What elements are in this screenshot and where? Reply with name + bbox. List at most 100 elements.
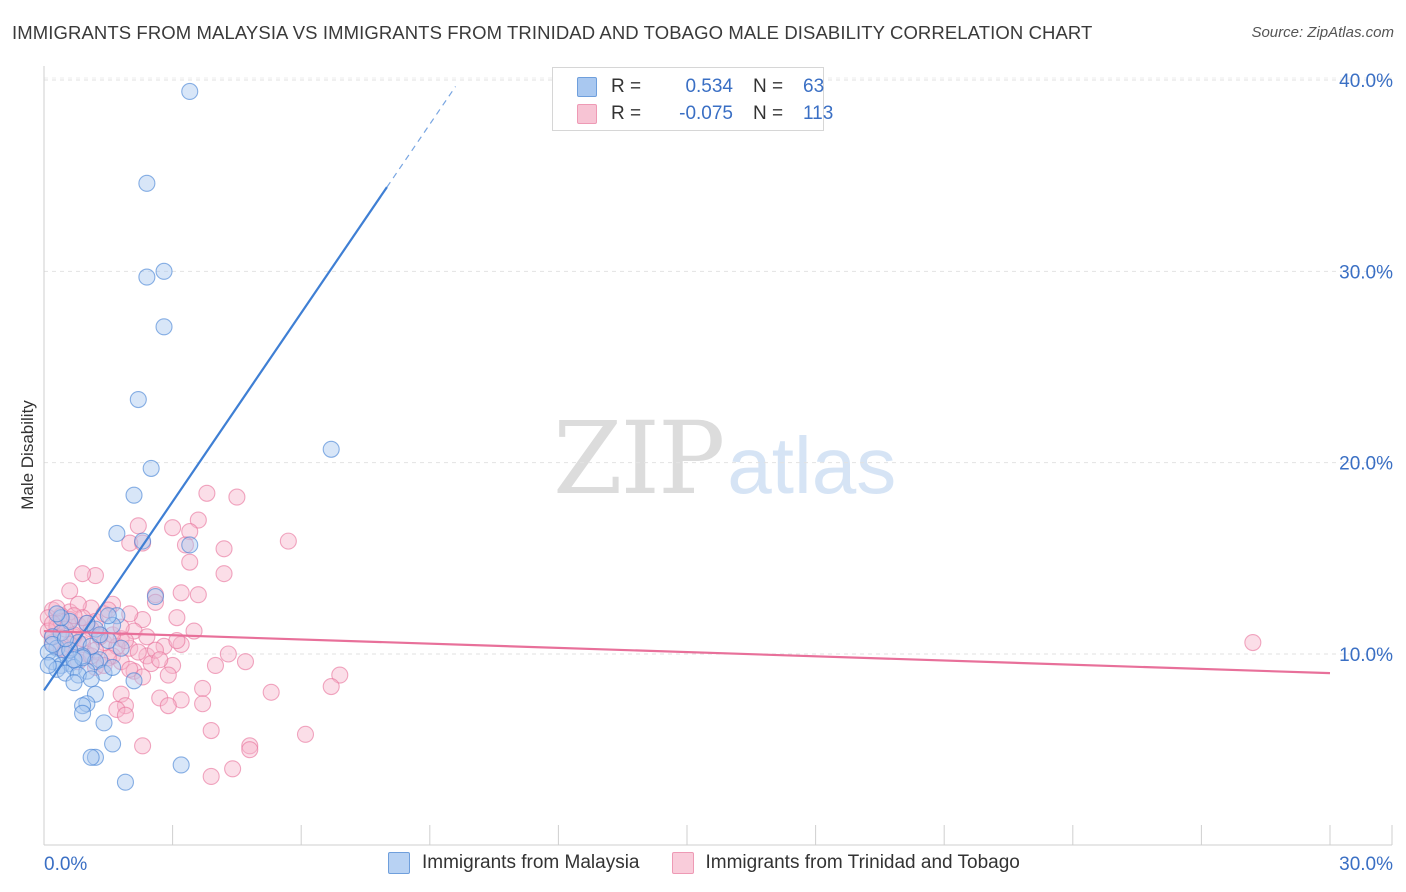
trinidad-point: [198, 484, 216, 502]
malaysia-point: [322, 440, 340, 458]
malaysia-point: [181, 82, 199, 101]
trinidad-point: [146, 641, 165, 659]
trinidad-point: [172, 584, 190, 602]
legend-r-value: -0.075: [679, 103, 733, 124]
trinidad-point: [202, 721, 220, 740]
malaysia-point: [86, 653, 104, 671]
watermark-atlas: atlas: [727, 421, 897, 510]
malaysia-point: [74, 704, 92, 722]
trinidad-point: [224, 760, 242, 778]
malaysia-point: [142, 459, 160, 477]
legend-n-label: N =: [753, 103, 784, 124]
malaysia-trend-line: [43, 186, 388, 691]
trinidad-point: [168, 609, 186, 627]
trinidad-point: [134, 737, 152, 755]
malaysia-point: [104, 735, 122, 753]
y-tick-label: 30.0%: [1339, 262, 1393, 283]
trinidad-point: [86, 567, 104, 585]
legend-item-trinidad[interactable]: Immigrants from Trinidad and Tobago: [671, 852, 1020, 874]
malaysia-point: [61, 612, 79, 631]
trinidad-point: [219, 645, 237, 663]
trinidad-point: [164, 519, 182, 537]
trinidad-point: [279, 532, 297, 550]
legend-swatch-trinidad: [577, 104, 597, 124]
trinidad-point: [176, 536, 195, 554]
malaysia-point: [172, 756, 190, 774]
y-tick-label: 40.0%: [1339, 71, 1393, 92]
legend-r-label: R =: [611, 103, 642, 124]
malaysia-point: [108, 607, 126, 625]
legend-r-label: R =: [611, 76, 642, 97]
malaysia-point: [86, 685, 104, 703]
trinidad-point: [159, 666, 177, 684]
legend-swatch-malaysia: [577, 77, 597, 97]
trinidad-point: [159, 697, 177, 715]
trinidad-point: [322, 677, 340, 696]
trinidad-point: [241, 737, 259, 755]
malaysia-point: [65, 674, 83, 692]
malaysia-point: [138, 268, 156, 286]
trinidad-point: [296, 725, 315, 743]
trinidad-point: [202, 767, 220, 786]
malaysia-point: [146, 588, 165, 606]
malaysia-point: [82, 748, 100, 766]
trinidad-point: [1244, 633, 1262, 652]
trinidad-point: [194, 679, 212, 697]
legend-n-value: 113: [803, 103, 834, 124]
malaysia-point: [116, 773, 134, 791]
x-tick-label: 0.0%: [44, 854, 87, 875]
malaysia-point: [155, 262, 173, 280]
legend-n-value: 63: [803, 76, 825, 97]
trinidad-point: [129, 643, 147, 661]
trinidad-point: [228, 488, 246, 506]
malaysia-point: [91, 626, 109, 644]
trinidad-point: [206, 656, 225, 675]
legend-label-malaysia: Immigrants from Malaysia: [422, 852, 640, 873]
legend-label-trinidad: Immigrants from Trinidad and Tobago: [705, 852, 1020, 873]
legend-swatch-malaysia: [388, 852, 410, 874]
trinidad-point: [138, 628, 156, 646]
trinidad-point: [74, 565, 92, 583]
malaysia-point: [108, 524, 126, 543]
legend-n-label: N =: [753, 76, 784, 97]
watermark-zip: ZIP: [553, 400, 725, 517]
malaysia-point: [125, 486, 143, 504]
trinidad-point: [116, 706, 134, 724]
malaysia-point: [112, 639, 130, 657]
x-tick-label: 30.0%: [1339, 854, 1393, 875]
source-label: Source: ZipAtlas.com: [1251, 24, 1394, 41]
trinidad-point: [151, 651, 169, 669]
malaysia-point: [138, 174, 156, 192]
trinidad-point: [181, 553, 199, 571]
trinidad-point: [116, 697, 134, 715]
malaysia-point: [104, 658, 122, 676]
trinidad-point: [189, 511, 207, 529]
malaysia-point: [155, 318, 173, 336]
malaysia-point: [134, 532, 152, 550]
legend-row-malaysia: R = 0.534 N = 63: [577, 76, 824, 98]
trinidad-point: [121, 534, 139, 552]
trinidad-trend-line: [43, 629, 1331, 675]
malaysia-point: [48, 605, 66, 623]
malaysia-point: [39, 656, 57, 675]
trinidad-point: [142, 655, 160, 673]
legend-r-value: 0.534: [685, 76, 733, 97]
chart-title: IMMIGRANTS FROM MALAYSIA VS IMMIGRANTS F…: [12, 22, 1093, 43]
trinidad-point: [189, 586, 207, 604]
malaysia-point: [99, 607, 117, 625]
trinidad-point: [236, 653, 255, 671]
stats-legend: R = 0.534 N = 63 R = -0.075 N = 113: [552, 67, 833, 131]
legend-item-malaysia[interactable]: Immigrants from Malaysia: [388, 852, 640, 874]
legend-swatch-trinidad: [671, 852, 694, 874]
legend-row-trinidad: R = -0.075 N = 113: [577, 103, 833, 125]
trinidad-point: [331, 666, 349, 684]
malaysia-point: [129, 390, 147, 409]
trinidad-point: [134, 668, 152, 686]
malaysia-point: [82, 670, 100, 688]
malaysia-point: [125, 672, 143, 690]
watermark: ZIPatlas: [553, 400, 896, 517]
malaysia-point: [56, 664, 74, 682]
trinidad-point: [181, 522, 199, 541]
trinidad-point: [241, 741, 259, 759]
